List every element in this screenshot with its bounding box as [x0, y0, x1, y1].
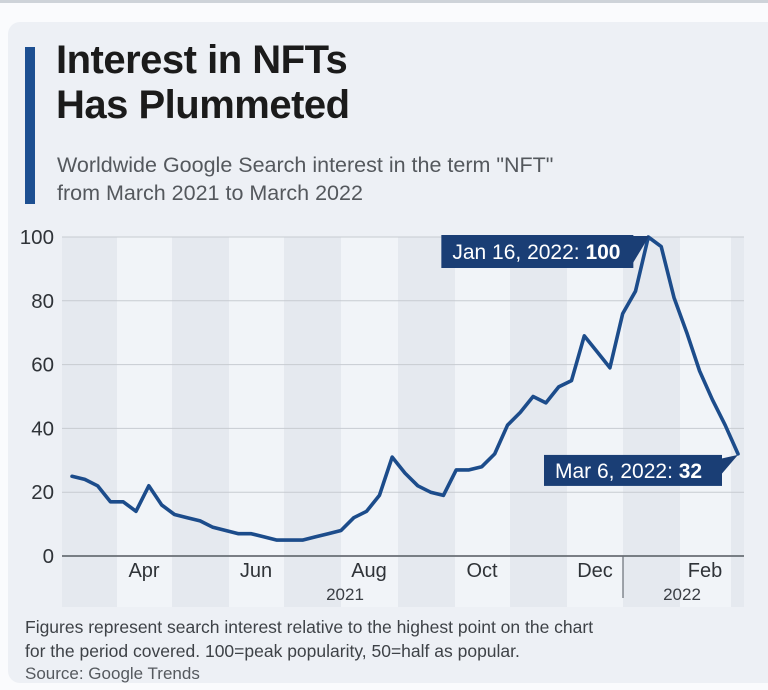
x-tick-label: Oct	[466, 560, 498, 582]
year-label: 2022	[663, 585, 701, 604]
peak-annotation-label: Jan 16, 2022: 100	[452, 241, 620, 264]
peak-annotation-pointer	[632, 236, 650, 264]
peak-annotation-box	[441, 235, 634, 268]
source-credit: Source: Google Trends	[25, 664, 200, 683]
y-tick-label: 100	[20, 226, 54, 249]
end-annotation-pointer	[720, 454, 738, 476]
title-line-1: Interest in NFTs	[56, 38, 348, 82]
trend-line	[70, 235, 740, 542]
end-annotation-box	[544, 454, 722, 486]
chart-subtitle: Worldwide Google Search interest in the …	[57, 151, 553, 208]
y-tick-label: 20	[31, 481, 54, 504]
x-tick-label: Apr	[128, 560, 159, 582]
title-accent-bar	[25, 47, 35, 204]
page-title: Interest in NFTs Has Plummeted	[56, 38, 350, 128]
y-tick-label: 40	[31, 417, 54, 440]
title-line-2: Has Plummeted	[56, 83, 350, 128]
footnote-line-2: for the period covered. 100=peak popular…	[25, 640, 520, 661]
x-tick-label: Jun	[240, 560, 272, 582]
x-axis-labels: Apr Jun Aug Oct Dec Feb 2021 2022	[128, 560, 722, 604]
subtitle-line-2: from March 2021 to March 2022	[57, 181, 363, 206]
footnote: Figures represent search interest relati…	[25, 616, 593, 663]
trend-line-chart: 0 20 40 60 80 100 Apr Jun Aug Oct Dec Feb 2021 2022 Ja…	[20, 226, 744, 607]
x-tick-label: Dec	[577, 560, 613, 582]
y-tick-label: 80	[31, 290, 54, 313]
y-axis-labels: 0 20 40 60 80 100	[20, 226, 54, 568]
plot-bands	[62, 237, 744, 607]
year-label: 2021	[326, 585, 364, 604]
end-annotation-label: Mar 6, 2022: 32	[555, 460, 702, 483]
end-annotation: Mar 6, 2022: 32	[544, 454, 738, 486]
peak-annotation: Jan 16, 2022: 100	[441, 235, 650, 268]
x-tick-label: Aug	[351, 560, 387, 582]
x-tick-label: Feb	[688, 560, 722, 582]
subtitle-line-1: Worldwide Google Search interest in the …	[57, 153, 554, 177]
y-tick-label: 60	[31, 354, 54, 377]
page-top-edge	[0, 0, 768, 3]
y-tick-label: 0	[43, 545, 54, 568]
footnote-line-1: Figures represent search interest relati…	[25, 617, 594, 637]
